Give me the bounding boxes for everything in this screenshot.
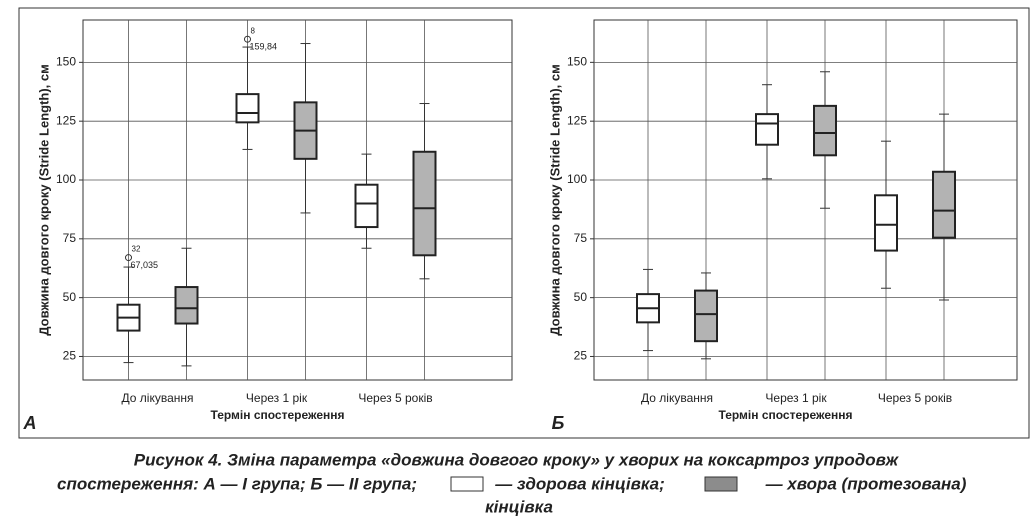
caption-line: спостереження: А — I група; Б — II група… (57, 474, 417, 493)
y-tick-label: 75 (574, 231, 588, 245)
legend-swatch (704, 476, 738, 492)
outlier (244, 35, 251, 43)
x-tick-label: Через 1 рік (246, 391, 308, 405)
box (694, 289, 718, 343)
x-tick-label: До лікування (122, 391, 194, 405)
box (235, 93, 260, 124)
outlier-id: 32 (132, 245, 141, 254)
box (932, 170, 956, 239)
box (412, 150, 437, 257)
panel-label: А (23, 413, 37, 433)
box (813, 104, 837, 157)
plot-area (82, 19, 513, 381)
y-tick-label: 125 (56, 113, 76, 127)
box (874, 194, 898, 252)
frame (18, 7, 1030, 439)
y-tick-label: 75 (63, 231, 77, 245)
outlier-id: 8 (251, 26, 256, 35)
y-axis-title: Довжина довгого кроку (Stride Length), с… (547, 64, 562, 336)
box (174, 286, 199, 325)
outlier (125, 254, 132, 262)
x-axis-title: Термін спостереження (210, 408, 344, 422)
x-axis-title: Термін спостереження (718, 408, 852, 422)
y-tick-label: 50 (574, 290, 588, 304)
outlier-label: 67,035 (131, 260, 159, 270)
panel-label: Б (552, 413, 565, 433)
box (354, 183, 379, 229)
legend-label: — здорова кінцівка; (494, 474, 665, 493)
x-tick-label: Через 5 років (358, 391, 432, 405)
legend-label: — хвора (протезована) (765, 474, 967, 493)
y-tick-label: 50 (63, 290, 77, 304)
y-tick-label: 100 (567, 172, 587, 186)
legend-swatch (450, 476, 484, 492)
y-tick-label: 125 (567, 113, 587, 127)
y-axis-title: Довжина довгого кроку (Stride Length), с… (36, 64, 51, 336)
x-tick-label: До лікування (641, 391, 713, 405)
y-tick-label: 25 (63, 349, 77, 363)
y-tick-label: 150 (56, 55, 76, 69)
y-tick-label: 25 (574, 349, 588, 363)
x-tick-label: Через 5 років (878, 391, 952, 405)
outlier-label: 159,84 (250, 42, 278, 52)
caption-line: кінцівка (485, 497, 553, 516)
y-tick-label: 100 (56, 172, 76, 186)
y-tick-label: 150 (567, 55, 587, 69)
box (755, 113, 779, 146)
caption-line: Рисунок 4. Зміна параметра «довжина довг… (134, 450, 900, 469)
x-tick-label: Через 1 рік (765, 391, 827, 405)
plot-area (593, 19, 1018, 381)
